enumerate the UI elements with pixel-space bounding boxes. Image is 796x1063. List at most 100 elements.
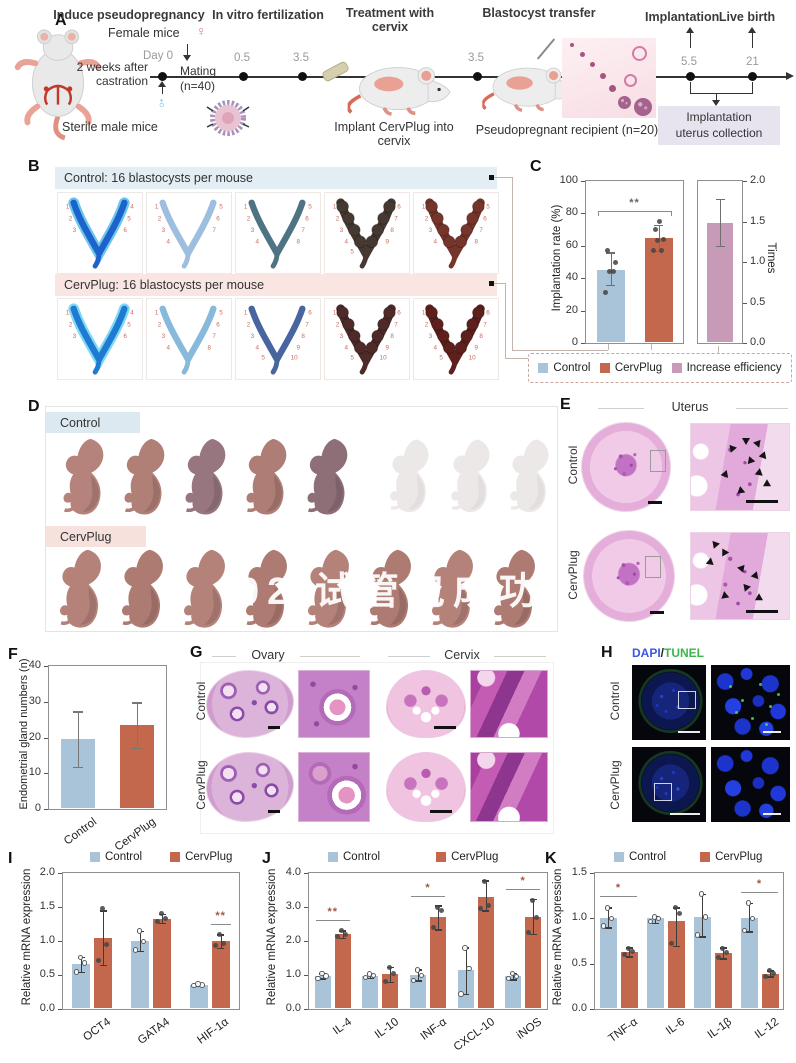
svg-text:8: 8 — [297, 239, 301, 246]
data-point — [715, 954, 721, 960]
bar-CervPlug — [761, 973, 779, 1008]
data-point — [613, 259, 618, 265]
tunel-positive-dot — [729, 685, 732, 688]
significance-line — [600, 896, 637, 898]
panel-label-b: B — [28, 158, 40, 175]
svg-text:5: 5 — [127, 321, 131, 328]
bar-CervPlug — [714, 952, 732, 1008]
j-legend: Control CervPlug — [328, 851, 498, 863]
error-bar — [438, 905, 439, 930]
data-point — [99, 905, 105, 911]
data-point — [661, 236, 666, 242]
data-point — [162, 916, 168, 922]
control-swatch — [538, 363, 549, 373]
svg-text:6: 6 — [123, 227, 127, 234]
data-point — [339, 928, 345, 934]
axis-tick-label: 1.5 — [571, 866, 587, 878]
data-point — [140, 938, 147, 945]
arrowhead-marker — [704, 557, 714, 568]
arrowhead-marker — [727, 445, 738, 455]
data-point — [607, 269, 612, 275]
svg-text:4: 4 — [434, 239, 438, 246]
uterus-image: 1 2 3 4 5 6 7 8 9 10 — [413, 298, 499, 380]
axis-tick — [743, 343, 747, 344]
data-point — [438, 907, 444, 913]
stage-transfer: Blastocyst transfer — [482, 6, 596, 20]
pup-image-faded — [382, 437, 432, 520]
axis-tick — [44, 666, 48, 667]
axis-tick — [743, 221, 747, 223]
axis-tick — [58, 941, 62, 942]
data-point — [410, 977, 417, 984]
data-point — [486, 902, 492, 908]
data-point — [73, 969, 80, 975]
bar-Control — [314, 976, 331, 1008]
axis-tick-label: 1.0 — [571, 911, 587, 924]
data-point — [698, 891, 705, 897]
uterus-zoom-control — [690, 423, 790, 511]
ovary-zoom-control — [298, 670, 370, 738]
svg-text:4: 4 — [130, 310, 134, 317]
data-point — [434, 904, 440, 910]
axis-tick-label: 10 — [28, 766, 41, 779]
error-cap — [529, 933, 537, 936]
divider — [494, 656, 546, 657]
scale-bar — [746, 500, 778, 503]
error-cap — [217, 947, 225, 950]
cervix-zoom-control — [470, 670, 548, 738]
axis-tick — [304, 873, 308, 874]
panel-label-k: K — [545, 850, 557, 867]
error-cap — [715, 245, 725, 248]
stage-live-birth: Live birth — [718, 10, 776, 24]
data-point — [529, 897, 535, 903]
axis-tick — [581, 245, 585, 247]
uterus-section-cervplug — [583, 530, 675, 622]
axis-tick — [58, 975, 62, 976]
bar-Control — [646, 918, 664, 1008]
error-cap — [73, 711, 84, 713]
svg-text:7: 7 — [212, 333, 216, 340]
data-point — [659, 248, 664, 254]
plot-area: 0.0 1.0 2.0 3.0 4.0 ** IL-4 IL-10 * INF-α CXCL-10 *… — [286, 866, 548, 1054]
tunel-zoom-control — [711, 665, 790, 740]
timeline-label-35b: 3.5 — [468, 52, 484, 64]
svg-text:3: 3 — [429, 227, 433, 234]
axis-tick-label: 0.0 — [571, 1002, 587, 1014]
female-mice-label: Female mice — [108, 26, 180, 40]
uterus-section-control — [581, 422, 671, 512]
arrowhead-marker — [740, 583, 751, 593]
timeline-label-21: 21 — [746, 56, 759, 68]
svg-text:5: 5 — [350, 354, 354, 361]
data-point — [81, 960, 88, 966]
error-cap — [509, 979, 517, 981]
svg-text:1: 1 — [244, 310, 248, 317]
data-point — [600, 923, 607, 929]
cervplug-connector-node — [489, 281, 494, 286]
axis-tick — [44, 737, 48, 739]
svg-text:10: 10 — [469, 354, 477, 361]
data-point — [694, 932, 701, 938]
cervix-section-cervplug — [386, 752, 466, 822]
mrna-chart-j: 0.0 1.0 2.0 3.0 4.0 ** IL-4 IL-10 * INF-α CXCL-10 *… — [286, 866, 548, 1054]
bar-Control — [72, 964, 91, 1008]
svg-text:1: 1 — [333, 204, 337, 211]
axis-tick-label: 40 — [28, 659, 41, 671]
arrowhead-marker — [741, 437, 750, 445]
panel-label-i: I — [8, 850, 13, 867]
collection-bracket-right — [752, 82, 753, 93]
divider — [388, 656, 430, 657]
castration-line2: castration — [95, 74, 148, 88]
axis-tick — [304, 975, 308, 976]
cervplug-group-header: CervPlug: 16 blastocysts per mouse — [55, 274, 497, 296]
collection-arrow-line — [716, 93, 717, 101]
data-point — [323, 973, 329, 979]
h-row-label-control: Control — [608, 681, 622, 721]
data-point — [95, 957, 101, 963]
efficiency-swatch — [671, 363, 682, 373]
data-point — [458, 991, 464, 997]
arrowhead-marker — [754, 593, 765, 604]
plot-area: 0 10 20 30 40 Control CervPlug — [29, 659, 167, 854]
error-cap — [654, 224, 663, 227]
